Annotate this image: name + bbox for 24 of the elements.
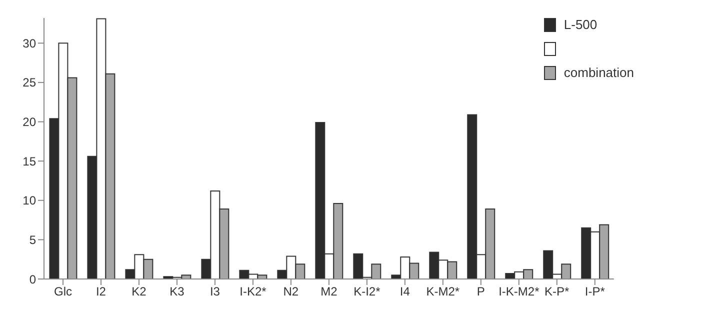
legend-label: L-500 <box>564 16 598 34</box>
y-tick-label: 20 <box>22 115 36 130</box>
y-tick-label: 10 <box>22 194 36 208</box>
x-tick-label: K2 <box>132 284 147 299</box>
x-tick-label: I-P* <box>584 284 606 299</box>
y-tick-label: 30 <box>22 36 36 50</box>
y-tick-label: 15 <box>22 154 36 168</box>
x-tick-label: M2 <box>320 284 338 299</box>
x-tick-label: I2 <box>96 284 106 299</box>
x-tick-label: K-I2* <box>354 284 381 299</box>
x-tick-label: Glc <box>54 284 72 299</box>
x-tick-label: I-K2* <box>240 284 267 299</box>
x-tick-label: K-P* <box>544 284 570 299</box>
x-tick-label: I4 <box>400 284 410 299</box>
x-tick-label: I-K-M2* <box>498 284 540 299</box>
x-tick-label: N2 <box>283 284 299 299</box>
x-tick-label: K-M2* <box>426 284 460 299</box>
x-tick-label: I3 <box>210 284 220 299</box>
x-tick-label: K3 <box>170 284 185 299</box>
y-tick-label: 25 <box>22 76 36 90</box>
y-tick-label: 5 <box>29 232 36 247</box>
legend-label: combination <box>564 64 634 82</box>
y-tick-label: 0 <box>29 272 36 286</box>
x-tick-label: P <box>476 284 485 299</box>
